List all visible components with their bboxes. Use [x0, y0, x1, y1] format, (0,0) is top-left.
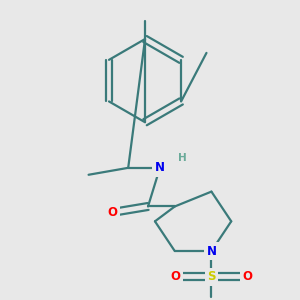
Text: O: O	[242, 270, 252, 283]
Text: O: O	[171, 270, 181, 283]
Text: N: N	[155, 161, 165, 174]
Text: O: O	[107, 206, 117, 219]
Text: H: H	[178, 153, 187, 163]
Text: S: S	[207, 270, 216, 283]
Text: N: N	[206, 244, 216, 258]
